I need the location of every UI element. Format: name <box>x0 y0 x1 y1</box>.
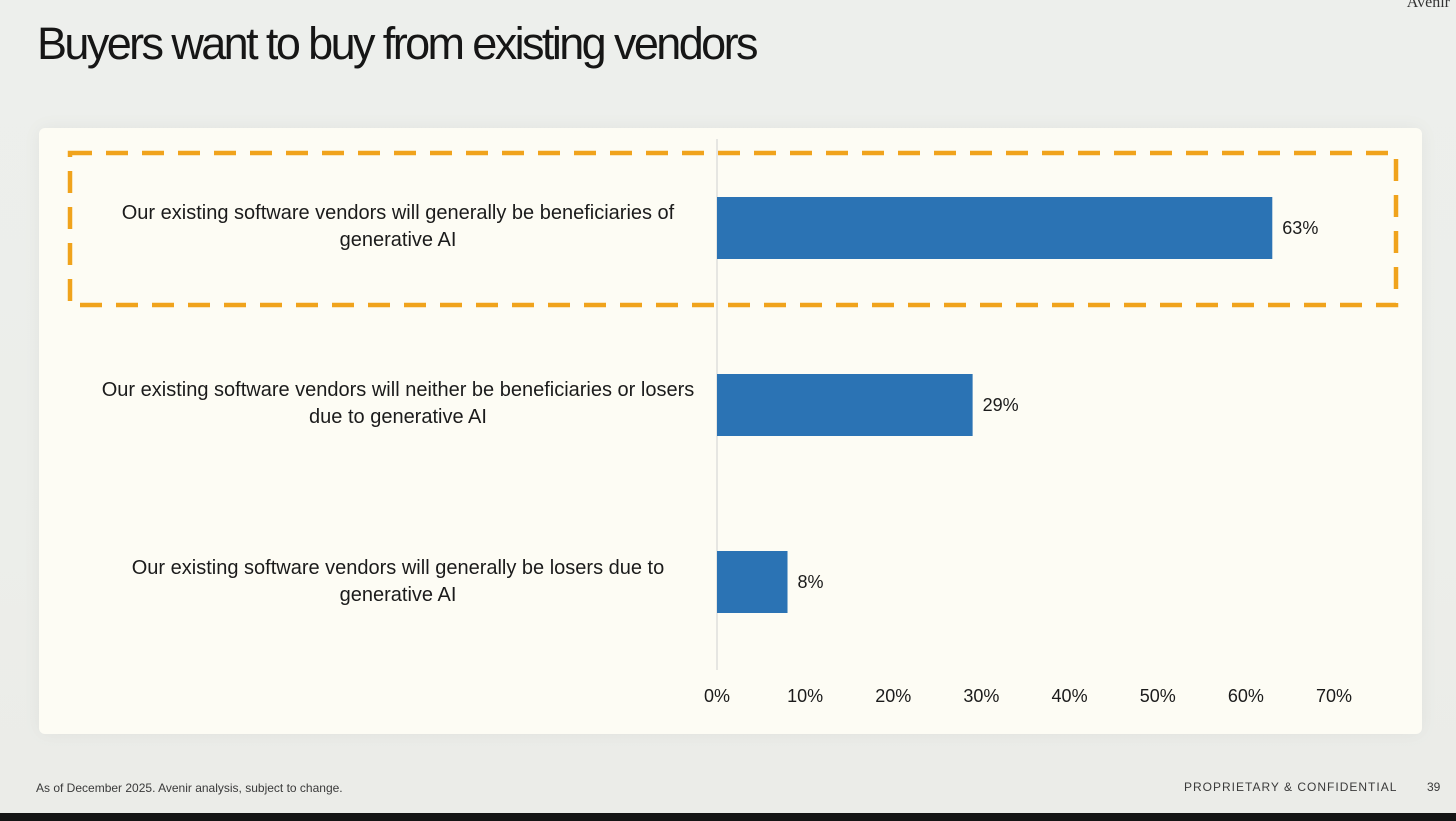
category-label-losers: Our existing software vendors will gener… <box>131 557 665 606</box>
data-label-1: 29% <box>983 395 1019 415</box>
x-tick-label: 0% <box>704 686 730 706</box>
x-tick-label: 30% <box>963 686 999 706</box>
x-tick-label: 20% <box>875 686 911 706</box>
x-tick-label: 10% <box>787 686 823 706</box>
x-tick-label: 60% <box>1228 686 1264 706</box>
footnote: As of December 2025. Avenir analysis, su… <box>36 781 343 795</box>
page-number: 39 <box>1427 780 1441 794</box>
brand-logo-text: Avenir <box>1406 0 1450 11</box>
category-label-neither: Our existing software vendors will neith… <box>101 379 695 428</box>
bar-2 <box>717 551 788 613</box>
confidential-notice: PROPRIETARY & CONFIDENTIAL <box>1184 780 1398 794</box>
bar-1 <box>717 374 973 436</box>
category-label-beneficiaries: Our existing software vendors will gener… <box>121 202 675 251</box>
x-tick-label: 50% <box>1140 686 1176 706</box>
x-tick-label: 40% <box>1052 686 1088 706</box>
bottom-bar <box>0 813 1456 821</box>
slide-title: Buyers want to buy from existing vendors <box>37 18 758 69</box>
data-label-0: 63% <box>1282 218 1318 238</box>
x-tick-label: 70% <box>1316 686 1352 706</box>
bar-0 <box>717 197 1273 259</box>
highlight-box <box>67 150 1399 308</box>
data-label-2: 8% <box>798 572 824 592</box>
